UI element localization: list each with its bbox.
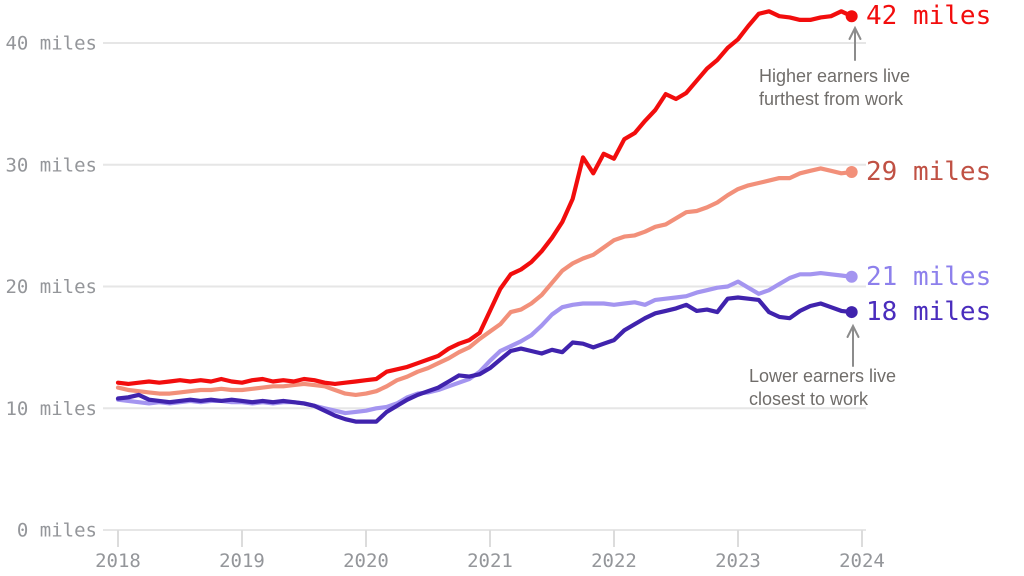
annotation-line: furthest from work bbox=[759, 88, 904, 109]
x-axis-label-2019: 2019 bbox=[219, 550, 265, 572]
x-axis-label-2021: 2021 bbox=[467, 550, 513, 572]
series-line-higher-earners bbox=[115, 9, 854, 386]
arrow-up-to-higher-earners-dot bbox=[848, 25, 862, 61]
end-label-higher-earners: 42 miles bbox=[866, 1, 992, 32]
series-end-dot-lower-middle-earners bbox=[845, 270, 858, 283]
y-axis-label-40-miles: 40 miles bbox=[5, 33, 97, 55]
annotation-line: Higher earners live bbox=[759, 66, 911, 86]
y-axis-label-30-miles: 30 miles bbox=[5, 154, 97, 176]
x-axis-label-2022: 2022 bbox=[591, 550, 637, 572]
series-end-dot-higher-earners bbox=[845, 10, 858, 23]
annotation-lower-earners: Lower earners live closest to work bbox=[749, 365, 896, 410]
series-line-lower-earners bbox=[115, 295, 854, 424]
annotation-line: closest to work bbox=[749, 388, 869, 409]
x-axis-label-2020: 2020 bbox=[343, 550, 389, 572]
series-line-lower-middle-earners bbox=[115, 271, 854, 416]
y-axis-label-20-miles: 20 miles bbox=[5, 276, 97, 298]
arrow-up-to-lower-earners-dot bbox=[846, 323, 860, 367]
series-end-dot-upper-middle-earners bbox=[845, 166, 858, 179]
x-axis-label-2023: 2023 bbox=[715, 550, 761, 572]
x-axis-label-2018: 2018 bbox=[95, 550, 141, 572]
x-axis-layer: 2018 2019 2020 2021 2022 2023 2024 bbox=[95, 530, 885, 572]
grid-layer: 0 miles 10 miles 20 miles 30 miles 40 miles bbox=[5, 33, 866, 542]
series-layer bbox=[115, 9, 858, 424]
annotation-line: Lower earners live bbox=[749, 366, 897, 386]
x-axis-label-2024: 2024 bbox=[839, 550, 885, 572]
series-line-upper-middle-earners bbox=[115, 166, 854, 397]
y-axis-label-10-miles: 10 miles bbox=[5, 398, 97, 420]
y-axis-label-0-miles: 0 miles bbox=[17, 520, 97, 542]
annotation-arrows bbox=[846, 25, 862, 367]
annotation-higher-earners: Higher earners live furthest from work bbox=[759, 65, 910, 110]
end-label-lower-middle-earners: 21 miles bbox=[866, 261, 992, 292]
series-end-dot-lower-earners bbox=[845, 306, 858, 319]
end-label-upper-middle-earners: 29 miles bbox=[866, 157, 992, 188]
end-label-lower-earners: 18 miles bbox=[866, 297, 992, 328]
